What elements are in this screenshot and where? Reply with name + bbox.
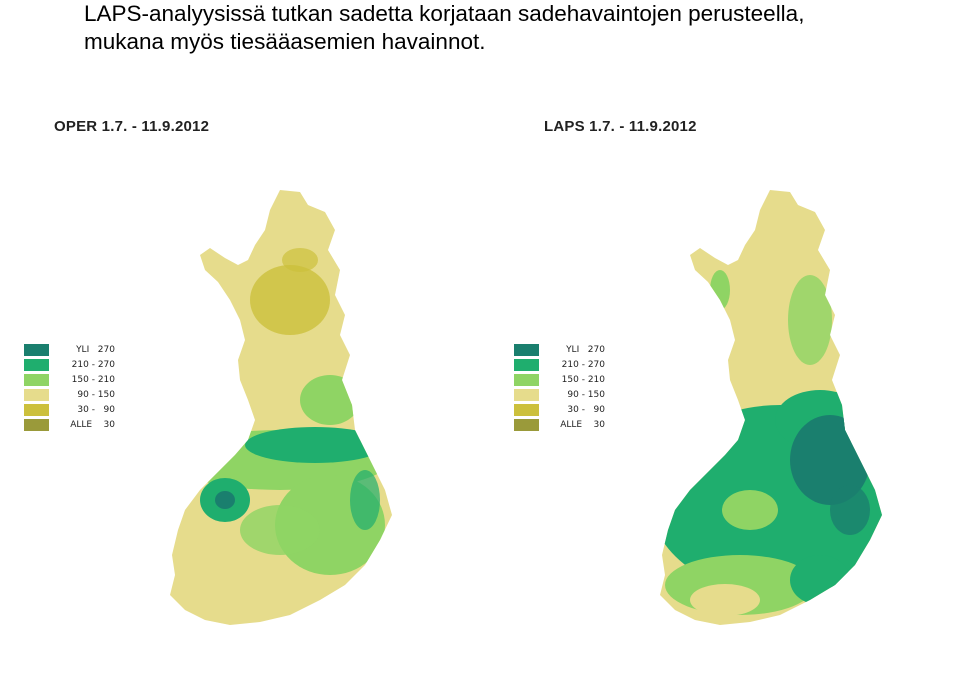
legend-swatch [514, 418, 539, 431]
legend-swatch [24, 343, 49, 356]
legend-label: ALLE 30 [560, 419, 605, 430]
legend-label: 150 - 210 [561, 374, 605, 385]
legend-item: YLI 270 [24, 342, 144, 357]
heading-line-1: LAPS-analyysissä tutkan sadetta korjataa… [84, 1, 805, 26]
legend-swatch [514, 373, 539, 386]
legend-swatch [24, 418, 49, 431]
page-heading: LAPS-analyysissä tutkan sadetta korjataa… [84, 0, 804, 56]
legend-item: 210 - 270 [24, 357, 144, 372]
map-panel-laps: LAPS 1.7. - 11.9.2012 YLI 270 210 - 270 … [490, 110, 960, 670]
map-panel-oper: OPER 1.7. - 11.9.2012 YLI 270 210 - 270 … [0, 110, 470, 670]
legend-swatch [24, 373, 49, 386]
legend-item: 90 - 150 [514, 387, 634, 402]
legend-swatch [24, 358, 49, 371]
legend-label: 30 - 90 [567, 404, 605, 415]
finland-map-oper [170, 190, 392, 625]
legend-item: YLI 270 [514, 342, 634, 357]
map-title-oper: OPER 1.7. - 11.9.2012 [54, 118, 210, 135]
finland-map-laps [660, 190, 882, 625]
legend-label: YLI 270 [76, 344, 115, 355]
legend-label: 90 - 150 [77, 389, 115, 400]
legend-swatch [514, 403, 539, 416]
legend-label: 30 - 90 [77, 404, 115, 415]
heading-line-2: mukana myös tiesääasemien havainnot. [84, 29, 486, 54]
legend-label: 150 - 210 [71, 374, 115, 385]
legend-label: 90 - 150 [567, 389, 605, 400]
legend-swatch [514, 343, 539, 356]
legend-swatch [24, 403, 49, 416]
legend-label: 210 - 270 [71, 359, 115, 370]
legend-item: 90 - 150 [24, 387, 144, 402]
legend-swatch [514, 358, 539, 371]
map-title-laps: LAPS 1.7. - 11.9.2012 [544, 118, 697, 135]
legend-oper: YLI 270 210 - 270 150 - 210 90 - 150 30 … [24, 342, 144, 432]
legend-label: ALLE 30 [70, 419, 115, 430]
legend-item: 150 - 210 [24, 372, 144, 387]
legend-item: 30 - 90 [24, 402, 144, 417]
legend-laps: YLI 270 210 - 270 150 - 210 90 - 150 30 … [514, 342, 634, 432]
legend-item: ALLE 30 [24, 417, 144, 432]
legend-label: YLI 270 [566, 344, 605, 355]
legend-label: 210 - 270 [561, 359, 605, 370]
legend-item: 210 - 270 [514, 357, 634, 372]
legend-swatch [514, 388, 539, 401]
legend-swatch [24, 388, 49, 401]
legend-item: 30 - 90 [514, 402, 634, 417]
legend-item: 150 - 210 [514, 372, 634, 387]
legend-item: ALLE 30 [514, 417, 634, 432]
